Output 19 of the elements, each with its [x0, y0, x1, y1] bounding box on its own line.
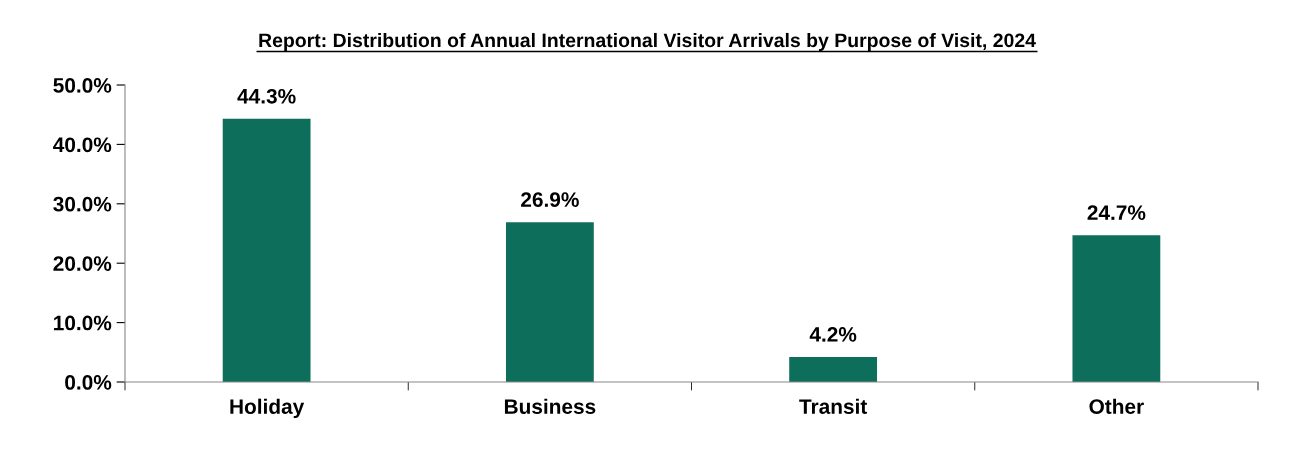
data-label: 24.7% — [1087, 205, 1146, 221]
data-label: 26.9% — [521, 192, 579, 207]
y-tick-label: 0.0% — [65, 375, 112, 390]
bar — [789, 357, 878, 382]
bar — [222, 118, 311, 382]
bar — [1072, 235, 1161, 382]
data-label: 44.3% — [237, 88, 296, 104]
data-label: 4.2% — [809, 327, 857, 342]
y-tick-label: 30.0% — [53, 196, 112, 212]
x-tick-label: Transit — [799, 398, 868, 414]
y-tick-label: 50.0% — [53, 78, 112, 93]
chart-title: Report: Distribution of Annual International Visitor Arrivals by Purpose of Visit, 2024 — [259, 32, 1036, 52]
bar — [505, 222, 594, 382]
x-tick-label: Business — [504, 398, 596, 414]
y-tick-label: 20.0% — [53, 256, 112, 271]
y-tick-label: 10.0% — [54, 315, 112, 331]
x-tick-label: Holiday — [230, 398, 305, 419]
y-tick-label: 40.0% — [53, 137, 112, 153]
x-tick-label: Other — [1089, 398, 1144, 414]
